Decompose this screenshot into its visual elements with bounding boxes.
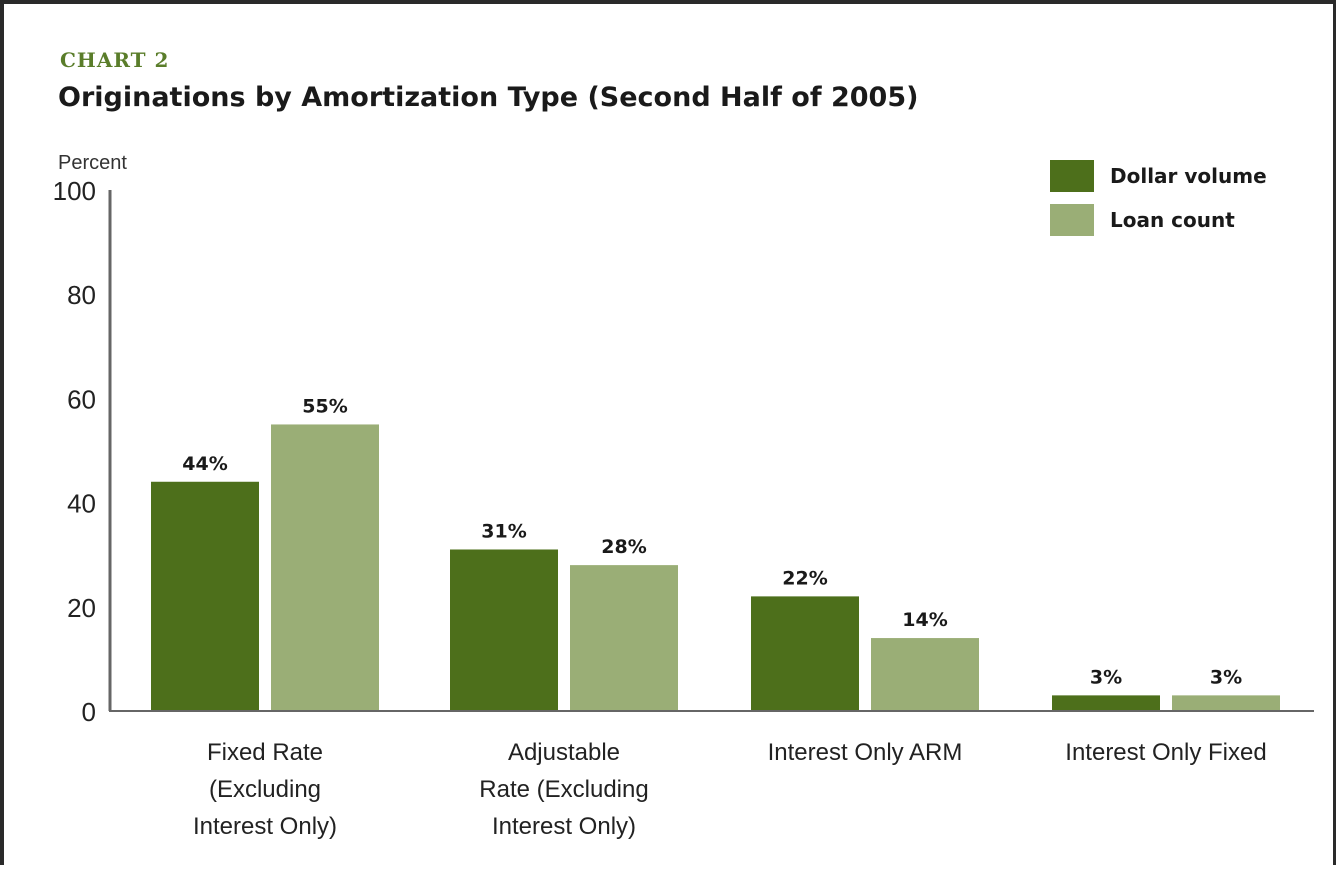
legend-label-loan-count: Loan count <box>1110 208 1235 232</box>
y-tick-label-100: 100 <box>53 176 96 206</box>
data-label-loan-count-1: 28% <box>601 536 646 558</box>
y-tick-label-80: 80 <box>67 280 96 310</box>
bar-loan-count-2 <box>871 638 979 711</box>
legend-label-dollar-volume: Dollar volume <box>1110 164 1267 188</box>
x-category-label-line: Interest Only) <box>192 813 338 840</box>
bar-dollar-volume-0 <box>151 481 259 711</box>
y-axis-ticks: 0 20 40 60 80 100 <box>53 176 96 727</box>
axes-group <box>108 190 1314 712</box>
data-label-dollar-volume-2: 22% <box>782 567 827 589</box>
legend-swatch-loan-count <box>1050 204 1094 236</box>
bar-dollar-volume-3 <box>1052 695 1160 711</box>
bar-loan-count-3 <box>1172 695 1280 711</box>
x-category-label-0: Fixed Rate (Excluding Interest Only) <box>135 734 395 845</box>
y-tick-label-20: 20 <box>67 593 96 623</box>
legend-item-loan-count: Loan count <box>1050 204 1330 236</box>
x-category-label-line: Rate (Excluding <box>479 776 649 803</box>
bar-loan-count-1 <box>570 565 678 711</box>
x-category-label-line: Interest Only ARM <box>767 739 963 766</box>
x-category-label-2: Interest Only ARM <box>735 734 995 771</box>
y-axis-label: Percent <box>58 152 127 174</box>
data-label-loan-count-3: 3% <box>1210 666 1242 688</box>
legend-item-dollar-volume: Dollar volume <box>1050 160 1330 192</box>
chart-title: Originations by Amortization Type (Secon… <box>58 82 919 113</box>
x-category-label-3: Interest Only Fixed <box>1036 734 1296 771</box>
chart-eyebrow: CHART 2 <box>60 48 170 72</box>
bar-dollar-volume-1 <box>450 549 558 711</box>
x-category-label-line: (Excluding <box>208 776 322 803</box>
x-category-label-line: Interest Only Fixed <box>1065 739 1267 766</box>
data-label-loan-count-2: 14% <box>902 609 947 631</box>
data-label-dollar-volume-1: 31% <box>481 520 526 542</box>
x-category-label-1: Adjustable Rate (Excluding Interest Only) <box>434 734 694 845</box>
data-label-dollar-volume-0: 44% <box>182 453 227 475</box>
data-label-loan-count-0: 55% <box>302 395 347 417</box>
data-label-dollar-volume-3: 3% <box>1090 666 1122 688</box>
x-category-label-line: Fixed Rate <box>206 739 324 766</box>
x-category-label-line: Adjustable <box>507 739 621 766</box>
y-tick-label-60: 60 <box>67 384 96 414</box>
bar-loan-count-0 <box>271 424 379 711</box>
legend-swatch-dollar-volume <box>1050 160 1094 192</box>
y-tick-label-40: 40 <box>67 489 96 519</box>
x-category-label-line: Interest Only) <box>491 813 637 840</box>
y-tick-label-0: 0 <box>82 697 96 727</box>
bars-group: 44% 31% 22% 3% 55% 28% 14% 3% <box>151 395 1280 711</box>
bar-dollar-volume-2 <box>751 596 859 711</box>
bar-chart: Percent 0 20 40 60 80 100 44% 31% 22% 3% 55% 28% 14… <box>53 152 1314 727</box>
